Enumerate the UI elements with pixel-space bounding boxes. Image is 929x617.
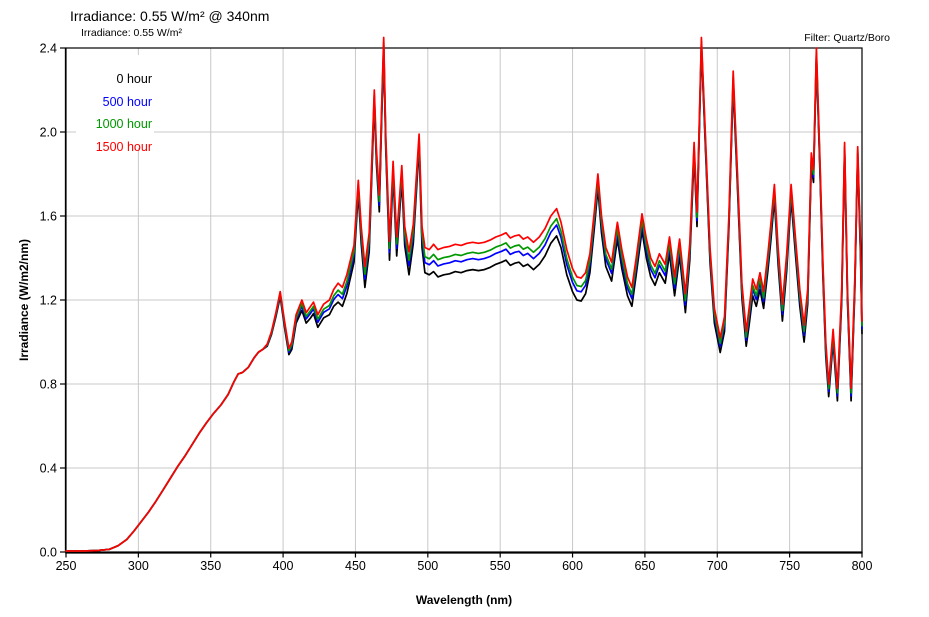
y-tick-label: 2.4 <box>40 42 57 56</box>
legend-label-0-hour: 0 hour <box>116 72 152 86</box>
y-tick-label: 1.6 <box>40 210 57 224</box>
x-tick-label: 800 <box>852 559 873 573</box>
legend-background <box>76 55 154 148</box>
x-tick-label: 500 <box>417 559 438 573</box>
x-tick-label: 250 <box>56 559 77 573</box>
legend: 0 hour 500 hour 1000 hour 1500 hour <box>76 68 152 158</box>
x-tick-label: 750 <box>779 559 800 573</box>
x-axis-label: Wavelength (nm) <box>415 593 513 607</box>
y-tick-label: 0.0 <box>40 546 57 560</box>
legend-label-1500-hour: 1500 hour <box>95 139 152 154</box>
x-tick-label: 700 <box>707 559 728 573</box>
x-tick-label: 550 <box>490 559 511 573</box>
x-tick-label: 450 <box>345 559 366 573</box>
y-tick-label: 2.0 <box>40 126 57 140</box>
legend-label-500-hour: 500 hour <box>102 94 152 109</box>
page-title: Irradiance: 0.55 W/m² @ 340nm <box>70 8 270 24</box>
page-subtitle: Irradiance: 0.55 W/m² <box>81 27 182 39</box>
series-line-1500-hour <box>65 36 863 552</box>
x-tick-label: 650 <box>634 559 655 573</box>
filter-annotation: Filter: Quartz/Boro <box>804 32 890 44</box>
y-tick-label: 1.2 <box>40 294 57 308</box>
y-tick-label: 0.8 <box>40 378 57 392</box>
legend-label-1000-hour: 1000 hour <box>95 117 152 132</box>
x-tick-label: 600 <box>562 559 583 573</box>
x-tick-label: 350 <box>200 559 221 573</box>
x-tick-label: 300 <box>128 559 149 573</box>
y-tick-label: 0.4 <box>40 462 57 476</box>
axis-ticks: 250 300 350 400 450 500 550 600 650 700 750 800 0.0 0… <box>40 42 873 574</box>
y-axis-label: Irradiance (W/m2/nm) <box>17 238 31 362</box>
x-tick-label: 400 <box>273 559 294 573</box>
